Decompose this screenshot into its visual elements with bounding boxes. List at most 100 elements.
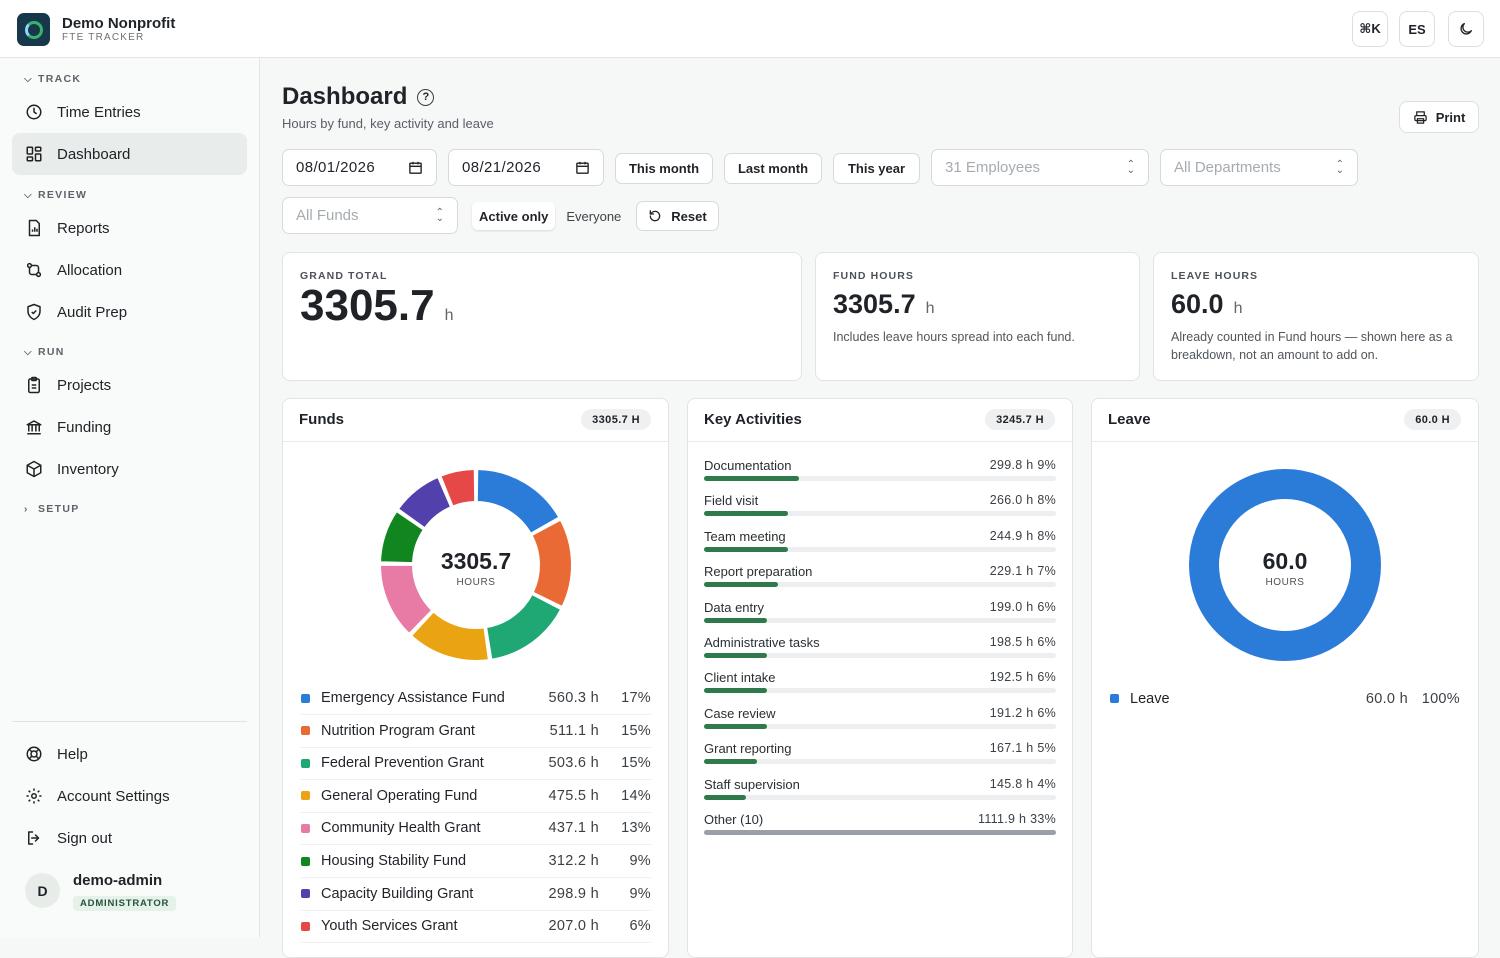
legend-swatch <box>301 726 310 736</box>
activity-row[interactable]: Field visit 266.0 h 8% <box>704 486 1056 521</box>
activity-row[interactable]: Documentation 299.8 h 9% <box>704 451 1056 486</box>
panel-title: Leave <box>1108 411 1151 428</box>
shield-icon <box>27 303 41 321</box>
fund-hours-value: 3305.7 <box>833 289 916 319</box>
sidebar-item-sign-out[interactable]: Sign out <box>12 817 247 859</box>
departments-select[interactable]: All Departments ⌃ ⌄ <box>1160 149 1358 186</box>
donut-center: 3305.7 HOURS <box>416 548 536 588</box>
legend-percent: 15% <box>621 722 651 739</box>
legend-swatch <box>301 889 310 899</box>
donut-center-value: 60.0 <box>1262 548 1308 574</box>
legend-percent: 6% <box>629 918 651 935</box>
activity-row[interactable]: Report preparation 229.1 h 7% <box>704 557 1056 592</box>
sidebar-item-projects[interactable]: Projects <box>12 364 247 406</box>
section-toggle-track[interactable]: ⌵ TRACK <box>24 73 81 85</box>
preset-this-month-button[interactable]: This month <box>615 153 713 184</box>
section-toggle-run[interactable]: ⌵ RUN <box>24 346 65 358</box>
language-button[interactable]: ES <box>1399 11 1435 47</box>
legend-hours: 207.0 h <box>548 918 599 935</box>
activity-row[interactable]: Client intake 192.5 h 6% <box>704 663 1056 698</box>
section-toggle-setup[interactable]: › SETUP <box>24 503 80 515</box>
legend-swatch <box>301 921 310 931</box>
activity-row[interactable]: Staff supervision 145.8 h 4% <box>704 770 1056 805</box>
legend-row[interactable]: General Operating Fund 475.5 h 14% <box>301 780 651 813</box>
activity-row[interactable]: Data entry 199.0 h 6% <box>704 593 1056 628</box>
unit-label: h <box>925 300 935 317</box>
donut-slice[interactable] <box>379 510 425 565</box>
activity-row[interactable]: Administrative tasks 198.5 h 6% <box>704 628 1056 663</box>
activity-value: 1111.9 h 33% <box>978 812 1056 826</box>
activity-value: 299.8 h 9% <box>989 458 1056 472</box>
command-palette-button[interactable]: ⌘K <box>1352 11 1388 47</box>
theme-toggle-button[interactable] <box>1448 11 1484 47</box>
activity-row[interactable]: Team meeting 244.9 h 8% <box>704 522 1056 557</box>
activity-name: Team meeting <box>704 528 786 544</box>
sidebar-item-funding[interactable]: Funding <box>12 406 247 448</box>
donut-slice[interactable] <box>410 610 490 662</box>
activity-row[interactable]: Case review 191.2 h 6% <box>704 699 1056 734</box>
calendar-icon[interactable] <box>575 160 590 175</box>
activity-bar <box>704 511 789 517</box>
print-button[interactable]: Print <box>1399 101 1479 133</box>
sidebar-item-inventory[interactable]: Inventory <box>12 448 247 490</box>
donut-center-label: HOURS <box>456 577 496 588</box>
legend-percent: 14% <box>621 787 651 804</box>
panel-title: Funds <box>299 411 344 428</box>
activity-value: 192.5 h 6% <box>989 670 1056 685</box>
toggle-active-only[interactable]: Active only <box>472 202 556 230</box>
activity-bar <box>704 759 757 765</box>
legend-swatch <box>301 823 310 833</box>
donut-slice[interactable] <box>475 468 561 535</box>
avatar[interactable]: D <box>25 873 60 908</box>
sidebar-item-audit-prep[interactable]: Audit Prep <box>12 291 247 333</box>
donut-slice[interactable] <box>485 593 563 661</box>
activity-bar <box>704 476 800 481</box>
leave-donut-chart <box>1189 469 1381 661</box>
legend-row[interactable]: Capacity Building Grant 298.9 h 9% <box>301 878 651 911</box>
donut-slice[interactable] <box>439 468 477 508</box>
preset-last-month-button[interactable]: Last month <box>724 153 822 184</box>
reset-button[interactable]: Reset <box>636 201 719 231</box>
legend-row[interactable]: Nutrition Program Grant 511.1 h 15% <box>301 715 651 748</box>
activity-row[interactable]: Grant reporting 167.1 h 5% <box>704 734 1056 769</box>
employees-select[interactable]: 31 Employees ⌃ ⌄ <box>931 149 1149 186</box>
reset-icon <box>649 210 661 222</box>
page-subtitle: Hours by fund, key activity and leave <box>282 116 494 131</box>
donut-slice[interactable] <box>1189 469 1381 661</box>
legend-row[interactable]: Youth Services Grant 207.0 h 6% <box>301 910 651 944</box>
preset-this-year-button[interactable]: This year <box>833 153 920 184</box>
activity-bar-track <box>704 476 1056 481</box>
departments-placeholder: All Departments <box>1174 159 1281 176</box>
end-date-input[interactable]: 08/21/2026 <box>448 149 604 186</box>
activity-bar <box>704 653 768 658</box>
donut-slice[interactable] <box>530 518 573 608</box>
calendar-icon[interactable] <box>408 160 423 175</box>
legend-name: Housing Stability Fund <box>321 853 467 869</box>
funds-select[interactable]: All Funds ⌃ ⌄ <box>282 197 458 234</box>
end-date-value: 08/21/2026 <box>462 159 542 176</box>
activity-row[interactable]: Other (10) 1111.9 h 33% <box>704 805 1056 840</box>
section-label: RUN <box>38 346 65 358</box>
activity-bar-track <box>704 830 1056 835</box>
sidebar-item-reports[interactable]: Reports <box>12 207 247 249</box>
legend-row[interactable]: Community Health Grant 437.1 h 13% <box>301 812 651 846</box>
activity-bar <box>704 794 747 800</box>
section-toggle-review[interactable]: ⌵ REVIEW <box>24 189 87 201</box>
sidebar-item-time-entries[interactable]: Time Entries <box>12 91 247 133</box>
legend-row[interactable]: Federal Prevention Grant 503.6 h 15% <box>301 747 651 781</box>
activity-bar-track <box>704 759 1056 765</box>
toggle-everyone[interactable]: Everyone <box>566 208 622 224</box>
donut-slice[interactable] <box>379 563 434 635</box>
legend-row[interactable]: Housing Stability Fund 312.2 h 9% <box>301 845 651 878</box>
activity-value: 191.2 h 6% <box>989 705 1056 720</box>
legend-row[interactable]: Emergency Assistance Fund 560.3 h 17% <box>301 682 651 715</box>
sidebar-item-allocation[interactable]: Allocation <box>12 249 247 291</box>
sidebar-item-account-settings[interactable]: Account Settings <box>12 775 247 817</box>
donut-slice[interactable] <box>396 475 453 530</box>
sidebar-item-help[interactable]: Help <box>12 733 247 775</box>
sidebar-item-dashboard[interactable]: Dashboard <box>12 133 247 175</box>
start-date-input[interactable]: 08/01/2026 <box>282 149 437 186</box>
legend-row[interactable]: Leave 60.0 h 100% <box>1110 682 1460 715</box>
app-logo <box>17 13 50 46</box>
help-icon[interactable]: ? <box>417 88 435 106</box>
